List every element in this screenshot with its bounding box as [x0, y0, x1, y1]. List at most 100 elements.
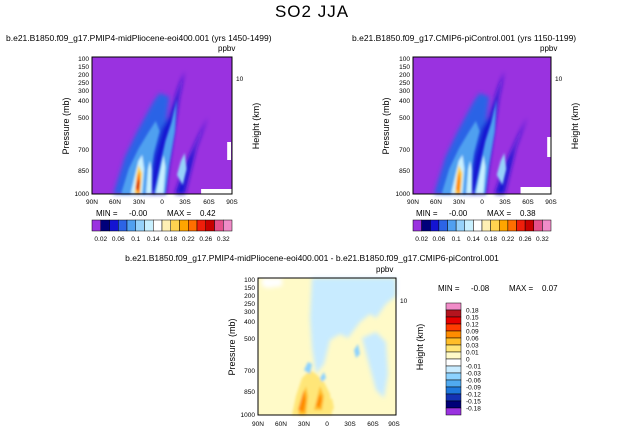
max-value: 0.07	[542, 284, 558, 293]
colorbar-label: 0.06	[433, 236, 446, 243]
colorbar-label: 0.22	[182, 236, 195, 243]
colorbar-label: -0.09	[466, 384, 481, 391]
y-tick-label: 500	[244, 336, 255, 343]
x-tick-label: 0	[160, 199, 164, 206]
colorbar-label: 0.32	[536, 236, 549, 243]
x-tick-label: 30S	[344, 421, 356, 428]
colorbar-swatch	[445, 330, 462, 339]
x-tick-label: 30S	[499, 199, 511, 206]
y-tick-label: 200	[244, 293, 255, 300]
plot-frame	[257, 277, 397, 416]
colorbar-label: 0.18	[484, 236, 497, 243]
colorbar-swatch	[447, 219, 457, 232]
colorbar-label: 0.22	[502, 236, 515, 243]
colorbar-swatch	[445, 302, 462, 311]
max-value: 0.42	[200, 209, 216, 218]
x-tick-label: 0	[325, 421, 329, 428]
colorbar-swatch	[445, 358, 462, 367]
colorbar-swatch	[445, 344, 462, 353]
x-tick-label: 30N	[453, 199, 465, 206]
units-label: ppbv	[376, 265, 393, 274]
colorbar-swatch	[507, 219, 517, 232]
y-axis-label: Pressure (mb)	[227, 318, 237, 375]
colorbar-swatch	[445, 407, 462, 416]
x-tick-label: 30N	[133, 199, 145, 206]
max-value: 0.38	[520, 209, 536, 218]
colorbar-swatch	[144, 219, 154, 232]
colorbar-swatch	[481, 219, 491, 232]
colorbar-swatch	[109, 219, 119, 232]
colorbar-label: 0.15	[466, 314, 479, 321]
units-label: ppbv	[218, 44, 235, 53]
y-tick-label: 100	[244, 277, 255, 284]
colorbar-swatch	[153, 219, 163, 232]
colorbar-swatch	[445, 351, 462, 360]
colorbar-swatch	[533, 219, 543, 232]
y-tick-label: 300	[244, 309, 255, 316]
colorbar-label: 0.26	[199, 236, 212, 243]
colorbar-swatch	[223, 219, 233, 232]
y-tick-label: 150	[244, 285, 255, 292]
x-tick-label: 0	[480, 199, 484, 206]
concentration-field	[433, 71, 551, 195]
max-label: MAX =	[509, 284, 534, 293]
y-tick-label: 150	[399, 64, 410, 71]
max-label: MAX =	[487, 209, 512, 218]
x-tick-label: 60S	[522, 199, 534, 206]
colorbar-label: 0.06	[466, 335, 479, 342]
y-tick-label: 300	[78, 88, 89, 95]
y-tick-label: 200	[399, 72, 410, 79]
colorbar-swatch	[438, 219, 448, 232]
colorbar-label: 0.09	[466, 328, 479, 335]
colorbar-swatch	[445, 386, 462, 395]
y-tick-label: 850	[244, 389, 255, 396]
colorbar-label: 0	[466, 356, 470, 363]
x-tick-label: 90N	[407, 199, 419, 206]
colorbar-swatch	[118, 219, 128, 232]
colorbar-label: -0.06	[466, 377, 481, 384]
x-tick-label: 30N	[298, 421, 310, 428]
y-tick-label: 1000	[75, 191, 90, 198]
y-tick-label: 250	[78, 80, 89, 87]
colorbar-labels: 0.02 0.06 0.1 0.14 0.18 0.22 0.26 0.32	[94, 236, 230, 243]
x-tick-labels: 90N 60N 30N 0 30S 60S 90S	[86, 199, 238, 206]
y-tick-label: 500	[399, 115, 410, 122]
colorbar-swatch	[91, 219, 101, 232]
y-tick-labels: 100 150 200 250 300 400 500 700 850 1000	[241, 277, 256, 419]
colorbar-swatch	[445, 365, 462, 374]
min-label: MIN =	[416, 209, 438, 218]
min-value: -0.08	[471, 284, 490, 293]
colorbar-label: 0.14	[147, 236, 160, 243]
colorbar-label: 0.02	[94, 236, 107, 243]
y-tick-label: 850	[399, 168, 410, 175]
y2-axis-label: Height (km)	[251, 103, 261, 150]
colorbar-swatch	[445, 379, 462, 388]
colorbar-label: 0.06	[112, 236, 125, 243]
y2-axis-label: Height (km)	[570, 103, 580, 150]
y-axis-label: Pressure (mb)	[381, 97, 391, 154]
figure-title: SO2 JJA	[275, 2, 349, 21]
y-tick-label: 400	[78, 98, 89, 105]
min-label: MIN =	[438, 284, 460, 293]
colorbar-label: 0.03	[466, 342, 479, 349]
colorbar-labels: 0.02 0.06 0.1 0.14 0.18 0.22 0.26 0.32	[415, 236, 549, 243]
concentration-field	[113, 71, 232, 195]
x-tick-label: 90S	[545, 199, 557, 206]
colorbar-swatch	[516, 219, 526, 232]
plot-frame	[412, 56, 552, 195]
y-tick-label: 200	[78, 72, 89, 79]
colorbar-label: 0.18	[466, 307, 479, 314]
y-tick-label: 500	[78, 115, 89, 122]
colorbar-swatch	[135, 219, 145, 232]
panel-midpliocene: b.e21.B1850.f09_g17.PMIP4-midPliocene-eo…	[6, 33, 272, 243]
colorbar-label: 0.1	[131, 236, 140, 243]
colorbar-swatch	[205, 219, 215, 232]
min-label: MIN =	[96, 209, 118, 218]
colorbar-swatch	[524, 219, 534, 232]
colorbar-swatch	[445, 393, 462, 402]
colorbar-label: -0.03	[466, 370, 481, 377]
colorbar-label: -0.01	[466, 363, 481, 370]
y-tick-label: 300	[399, 88, 410, 95]
x-tick-label: 60N	[430, 199, 442, 206]
y-tick-label: 400	[399, 98, 410, 105]
